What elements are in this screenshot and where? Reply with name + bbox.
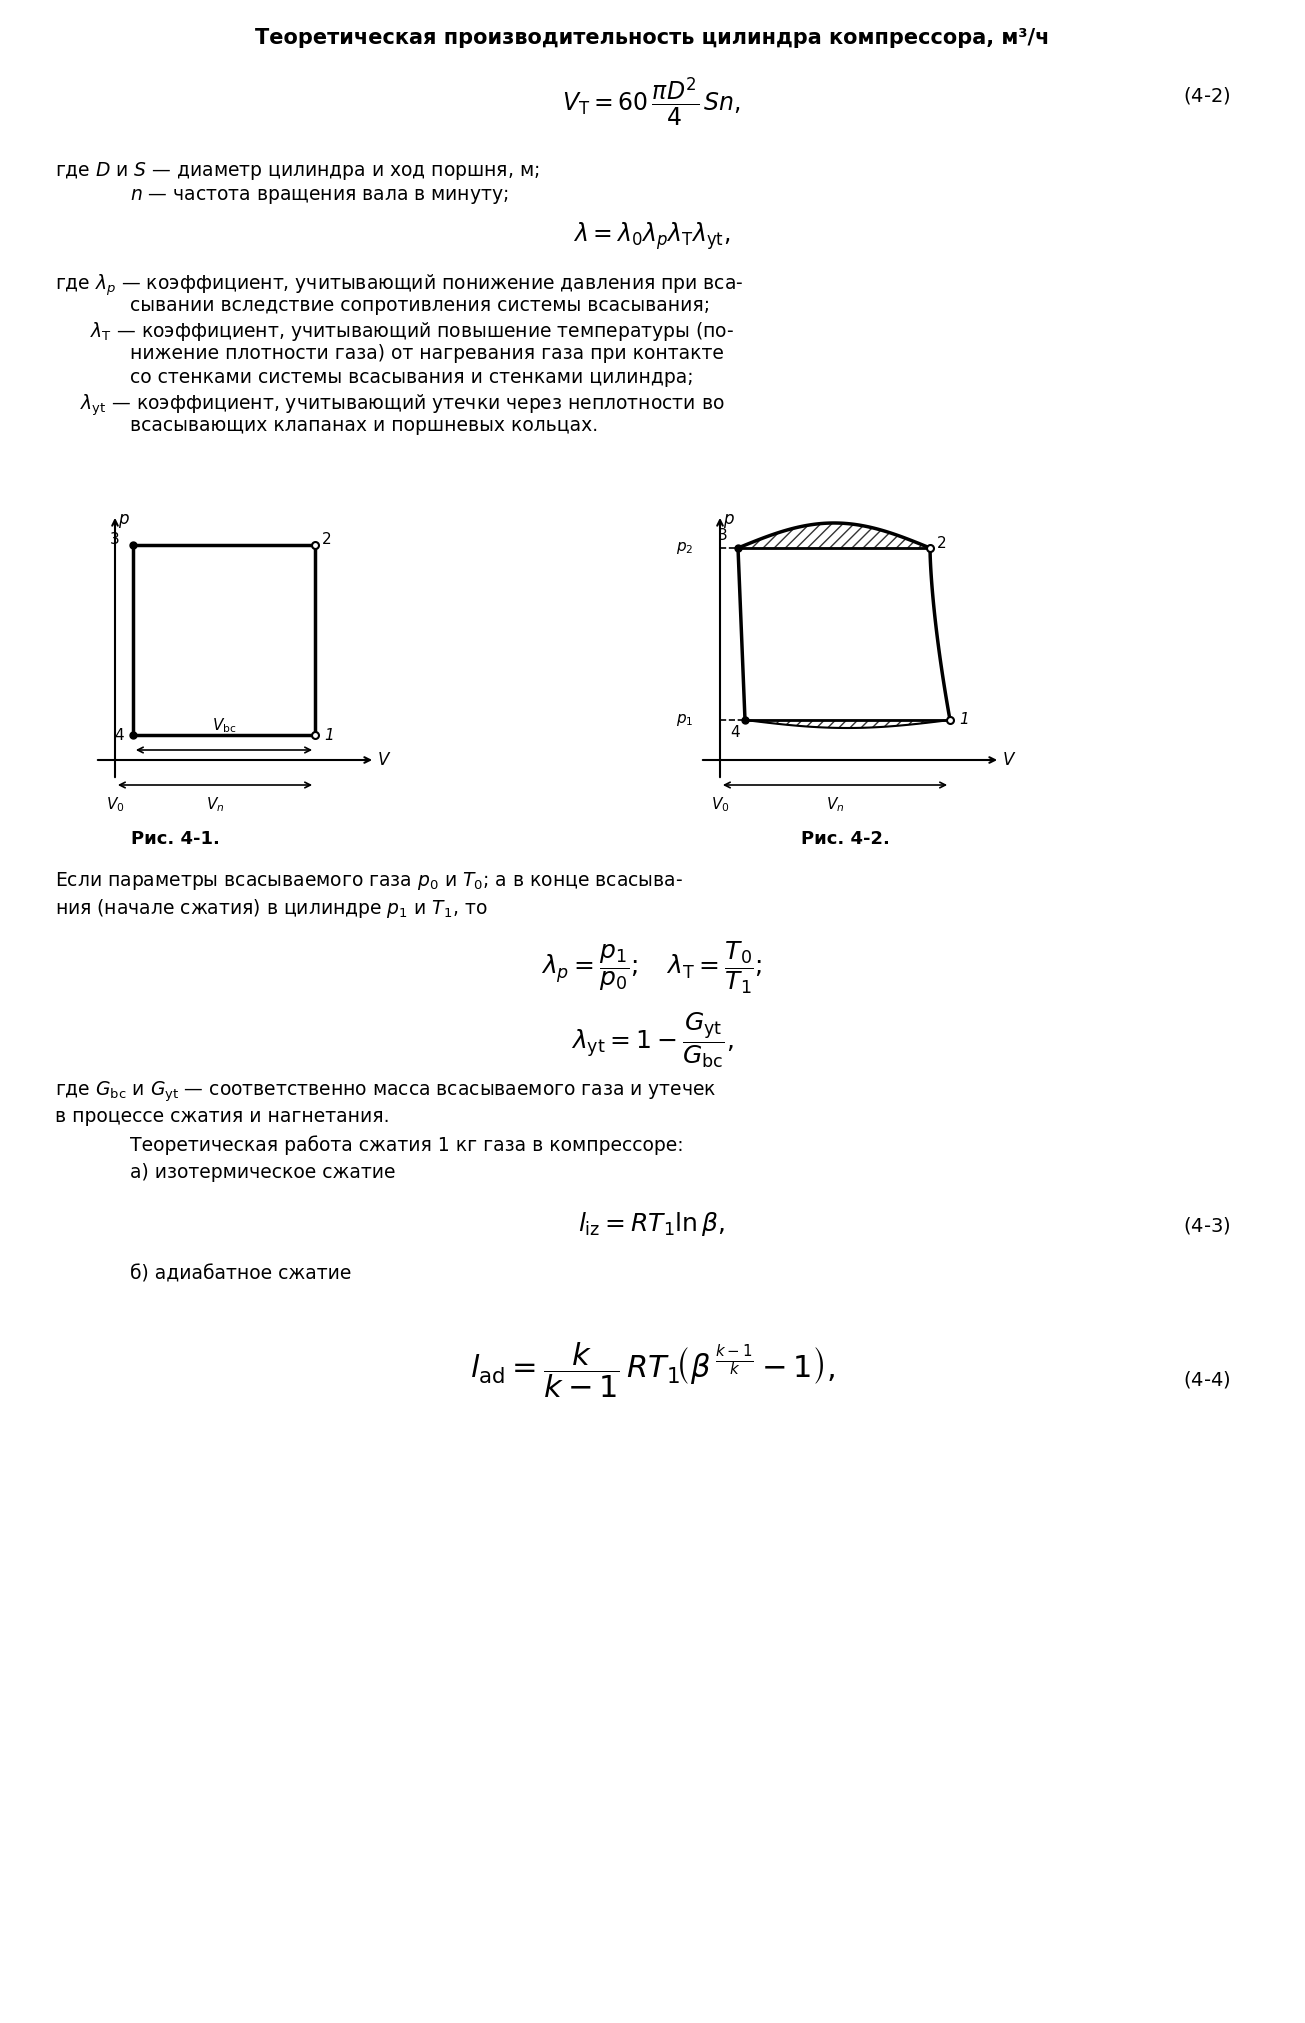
- Text: нижение плотности газа) от нагревания газа при контакте: нижение плотности газа) от нагревания га…: [130, 344, 724, 362]
- Text: $V_n$: $V_n$: [206, 795, 224, 813]
- Text: ния (начале сжатия) в цилиндре $p_1$ и $T_1$, то: ния (начале сжатия) в цилиндре $p_1$ и $…: [55, 896, 487, 920]
- Text: $p_2$: $p_2$: [676, 540, 694, 556]
- Text: 1: 1: [959, 712, 968, 728]
- Text: $V_{\rm bc}$: $V_{\rm bc}$: [211, 716, 236, 734]
- Text: Рис. 4-1.: Рис. 4-1.: [130, 829, 219, 848]
- Text: $\lambda_{\rm T}$ — коэффициент, учитывающий повышение температуры (по-: $\lambda_{\rm T}$ — коэффициент, учитыва…: [90, 320, 733, 344]
- Text: 3: 3: [718, 528, 728, 544]
- Text: $V_0$: $V_0$: [711, 795, 729, 813]
- Text: 1: 1: [324, 728, 334, 742]
- Text: 2: 2: [322, 532, 331, 548]
- Text: сывании вследствие сопротивления системы всасывания;: сывании вследствие сопротивления системы…: [130, 295, 710, 316]
- Text: Если параметры всасываемого газа $p_0$ и $T_0$; а в конце всасыва-: Если параметры всасываемого газа $p_0$ и…: [55, 870, 683, 892]
- Text: $l_{\rm iz} = RT_1 \ln \beta,$: $l_{\rm iz} = RT_1 \ln \beta,$: [578, 1210, 726, 1238]
- Text: 2: 2: [937, 536, 947, 550]
- Text: $V$: $V$: [377, 751, 392, 769]
- Text: б) адиабатное сжатие: б) адиабатное сжатие: [130, 1264, 351, 1285]
- Text: $p$: $p$: [117, 512, 129, 530]
- Text: $p$: $p$: [723, 512, 735, 530]
- Text: где $\lambda_p$ — коэффициент, учитывающий понижение давления при вса-: где $\lambda_p$ — коэффициент, учитывающ…: [55, 271, 744, 297]
- Text: в процессе сжатия и нагнетания.: в процессе сжатия и нагнетания.: [55, 1107, 389, 1127]
- Text: $V_0$: $V_0$: [106, 795, 124, 813]
- Text: всасывающих клапанах и поршневых кольцах.: всасывающих клапанах и поршневых кольцах…: [130, 417, 598, 435]
- Text: $\lambda_p = \dfrac{p_1}{p_0};\quad \lambda_{\rm T} = \dfrac{T_0}{T_1};$: $\lambda_p = \dfrac{p_1}{p_0};\quad \lam…: [542, 941, 762, 995]
- Text: $l_{\rm ad} = \dfrac{k}{k-1}\,RT_{1}\!\left(\beta^{\,\frac{k-1}{k}} - 1\right),$: $l_{\rm ad} = \dfrac{k}{k-1}\,RT_{1}\!\l…: [470, 1339, 834, 1400]
- Text: $\lambda = \lambda_0\lambda_p\lambda_{\rm T}\lambda_{\rm yt},$: $\lambda = \lambda_0\lambda_p\lambda_{\r…: [573, 221, 731, 251]
- Text: $(4$-$2)$: $(4$-$2)$: [1182, 85, 1231, 105]
- Text: $V$: $V$: [1002, 751, 1017, 769]
- Text: где $G_{\rm bc}$ и $G_{\rm yt}$ — соответственно масса всасываемого газа и утече: где $G_{\rm bc}$ и $G_{\rm yt}$ — соотве…: [55, 1080, 716, 1105]
- Text: со стенками системы всасывания и стенками цилиндра;: со стенками системы всасывания и стенкам…: [130, 368, 694, 386]
- Text: а) изотермическое сжатие: а) изотермическое сжатие: [130, 1163, 395, 1181]
- Text: $\lambda_{\rm yt} = 1 - \dfrac{G_{\rm yt}}{G_{\rm bc}},$: $\lambda_{\rm yt} = 1 - \dfrac{G_{\rm yt…: [570, 1009, 733, 1070]
- Text: Теоретическая работа сжатия 1 кг газа в компрессоре:: Теоретическая работа сжатия 1 кг газа в …: [130, 1135, 684, 1155]
- Text: $n$ — частота вращения вала в минуту;: $n$ — частота вращения вала в минуту;: [130, 186, 509, 206]
- Text: где $D$ и $S$ — диаметр цилиндра и ход поршня, м;: где $D$ и $S$ — диаметр цилиндра и ход п…: [55, 160, 539, 182]
- Text: 4: 4: [731, 724, 740, 740]
- Text: $V_n$: $V_n$: [826, 795, 844, 813]
- Text: $\lambda_{\rm yt}$ — коэффициент, учитывающий утечки через неплотности во: $\lambda_{\rm yt}$ — коэффициент, учитыв…: [80, 392, 724, 417]
- Text: $p_1$: $p_1$: [676, 712, 694, 728]
- Text: 3: 3: [110, 532, 120, 548]
- Text: Рис. 4-2.: Рис. 4-2.: [800, 829, 890, 848]
- Text: $(4$-$4)$: $(4$-$4)$: [1182, 1370, 1231, 1390]
- Text: Теоретическая производительность цилиндра компрессора, м³/ч: Теоретическая производительность цилиндр…: [254, 28, 1049, 49]
- Text: $(4$-$3)$: $(4$-$3)$: [1182, 1214, 1231, 1236]
- Text: $V_{\rm T} = 60\,\dfrac{\pi D^2}{4}\,Sn,$: $V_{\rm T} = 60\,\dfrac{\pi D^2}{4}\,Sn,…: [562, 75, 741, 127]
- Text: 4: 4: [115, 728, 124, 742]
